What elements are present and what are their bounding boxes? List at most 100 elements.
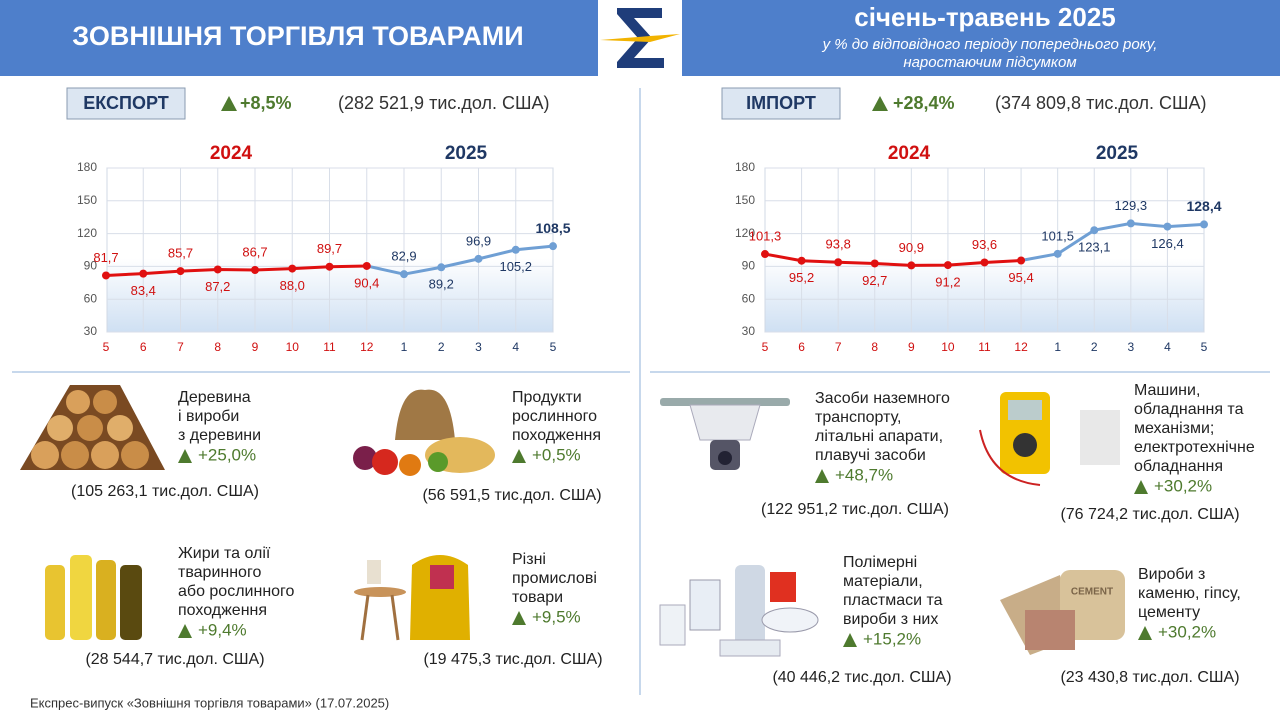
goods-name: походження <box>512 427 601 444</box>
produce-icon <box>353 389 495 476</box>
year-label: 2025 <box>445 143 488 164</box>
goods-name: каменю, гіпсу, <box>1138 585 1241 602</box>
goods-amount: (105 263,1 тис.дол. США) <box>71 483 259 500</box>
x-tick-label: 10 <box>286 340 300 354</box>
x-tick-label: 12 <box>360 340 374 354</box>
goods-name: і вироби <box>178 408 239 425</box>
goods-name: Жири та олії <box>178 545 271 562</box>
x-tick-label: 9 <box>252 340 259 354</box>
export-amount: (282 521,9 тис.дол. США) <box>338 93 550 113</box>
x-tick-label: 12 <box>1014 340 1028 354</box>
value-label: 101,3 <box>749 228 782 243</box>
import-change: +28,4% <box>893 93 955 113</box>
goods-name: транспорту, <box>815 409 901 426</box>
x-tick-label: 11 <box>978 340 991 354</box>
export-label: ЕКСПОРТ <box>83 93 168 113</box>
wood-icon <box>20 385 165 470</box>
x-tick-label: 5 <box>550 340 557 354</box>
goods-amount: (40 446,2 тис.дол. США) <box>772 669 951 686</box>
goods-name: походження <box>178 602 267 619</box>
x-tick-label: 5 <box>103 340 110 354</box>
x-tick-label: 8 <box>871 340 878 354</box>
value-label: 82,9 <box>391 249 416 264</box>
x-tick-label: 2 <box>438 340 445 354</box>
goods-name: Полімерні <box>843 554 917 571</box>
goods-name: Різні <box>512 551 546 568</box>
point <box>1090 226 1099 235</box>
goods-name: літальні апарати, <box>815 428 943 445</box>
value-label: 90,4 <box>354 275 379 290</box>
goods-name: цементу <box>1138 604 1200 621</box>
y-tick-label: 120 <box>77 226 97 240</box>
goods-name: обладнання <box>1134 458 1223 475</box>
value-label: 89,2 <box>429 277 454 292</box>
year-label: 2024 <box>888 143 931 164</box>
x-tick-label: 5 <box>1201 340 1208 354</box>
point <box>549 242 557 251</box>
x-tick-label: 7 <box>177 340 184 354</box>
value-label: 88,0 <box>280 278 305 293</box>
goods-name: Засоби наземного <box>815 390 950 407</box>
y-tick-label: 30 <box>742 324 756 338</box>
value-label: 126,4 <box>1151 236 1184 251</box>
goods-name: рослинного <box>512 408 597 425</box>
goods-name: промислові <box>512 570 597 587</box>
goods-amount: (19 475,3 тис.дол. США) <box>423 651 602 668</box>
up-icon <box>512 449 526 463</box>
subtitle: наростаючим підсумком <box>903 54 1076 71</box>
value-label: 96,9 <box>466 233 491 248</box>
y-tick-label: 90 <box>84 259 98 273</box>
value-label: 92,7 <box>862 273 887 288</box>
point <box>102 271 110 280</box>
y-tick-label: 180 <box>735 160 755 174</box>
point <box>213 265 222 274</box>
goods-name: Продукти <box>512 389 582 406</box>
goods-name: плавучі засоби <box>815 447 926 464</box>
goods-name: тваринного <box>178 564 261 581</box>
value-label: 95,4 <box>1008 270 1033 285</box>
goods-name: електротехнічне <box>1134 439 1255 456</box>
series-line <box>764 252 1022 267</box>
point <box>761 250 769 259</box>
up-icon <box>872 96 888 111</box>
goods-name: товари <box>512 589 563 606</box>
goods-name: Деревина <box>178 389 251 406</box>
value-label: 128,4 <box>1186 198 1221 214</box>
value-label: 86,7 <box>242 244 267 259</box>
cement-icon: CEMENT <box>1000 570 1125 655</box>
plastics-icon <box>659 565 819 657</box>
up-icon <box>512 611 526 625</box>
x-tick-label: 2 <box>1091 340 1098 354</box>
point <box>139 269 148 278</box>
export-badge <box>66 87 186 120</box>
y-tick-label: 60 <box>84 291 98 305</box>
up-icon <box>843 633 857 647</box>
point <box>834 258 843 267</box>
import-badge <box>721 87 841 120</box>
goods-name: з деревини <box>178 427 261 444</box>
y-tick-label: 60 <box>742 291 756 305</box>
point <box>870 259 879 268</box>
point <box>511 245 520 254</box>
header-left <box>0 0 598 76</box>
x-tick-label: 4 <box>1164 340 1171 354</box>
drone-icon <box>660 398 790 470</box>
point <box>980 258 989 267</box>
x-tick-label: 4 <box>512 340 519 354</box>
x-tick-label: 7 <box>835 340 842 354</box>
footer: Експрес-випуск «Зовнішня торгівля товара… <box>30 695 389 710</box>
x-tick-label: 11 <box>323 340 336 354</box>
subtitle: у % до відповідного періоду попереднього… <box>822 36 1158 53</box>
point <box>176 267 185 276</box>
x-tick-label: 6 <box>140 340 147 354</box>
goods-change: +15,2% <box>863 629 921 648</box>
goods-change: +25,0% <box>198 445 256 464</box>
goods-name: Машини, <box>1134 382 1200 399</box>
y-tick-label: 150 <box>735 193 755 207</box>
x-tick-label: 10 <box>941 340 955 354</box>
goods-change: +0,5% <box>532 445 581 464</box>
x-tick-label: 3 <box>1127 340 1134 354</box>
goods-change: +9,4% <box>198 620 247 639</box>
y-tick-label: 30 <box>84 324 98 338</box>
series-line <box>105 264 367 277</box>
